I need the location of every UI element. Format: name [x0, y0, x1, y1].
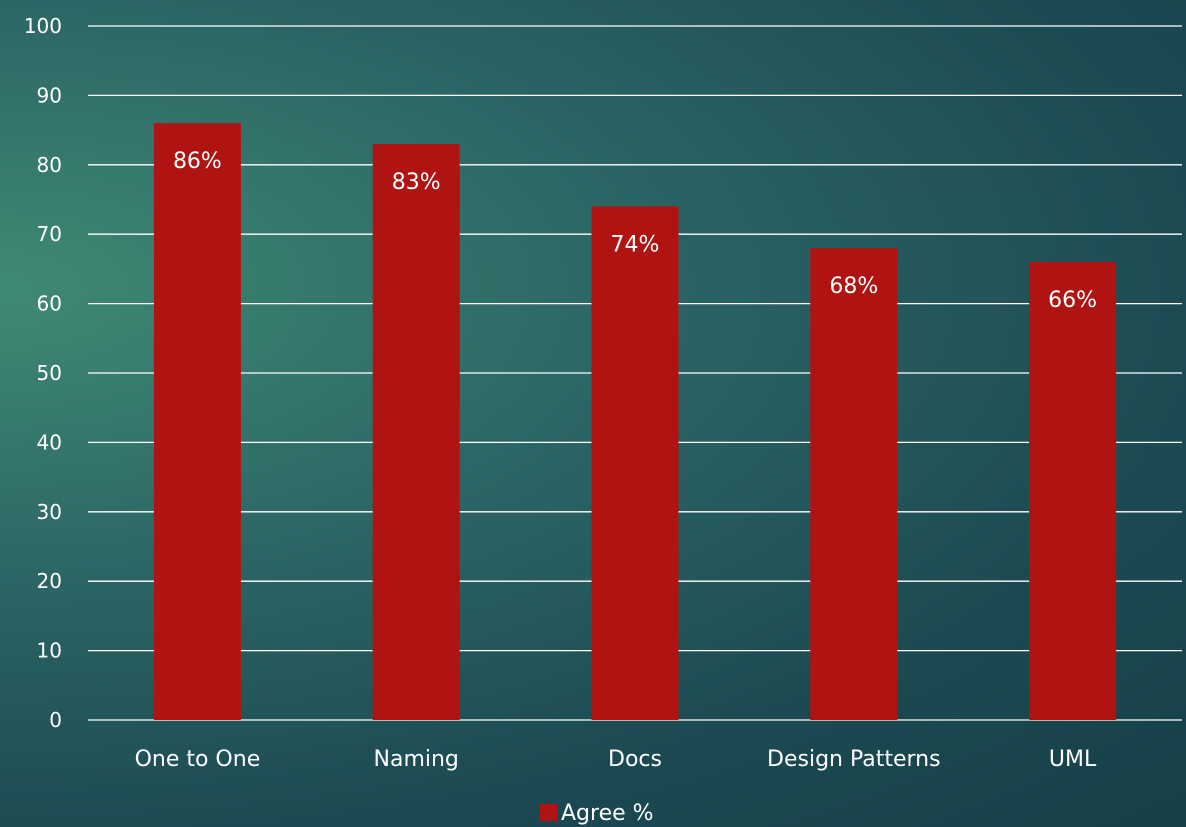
y-tick-label: 0: [49, 708, 62, 732]
legend: Agree %: [540, 801, 654, 826]
bar: [1029, 261, 1117, 720]
x-axis-categories: One to One Naming Docs Design Patterns UML: [135, 747, 1097, 772]
x-category-label: Docs: [608, 747, 662, 772]
bar: [153, 123, 241, 720]
x-category-label: Design Patterns: [767, 747, 941, 772]
y-axis-ticks: 0 10 20 30 40 50 60 70 80 90 100: [24, 14, 62, 732]
y-tick-label: 90: [37, 83, 62, 107]
x-category-label: UML: [1049, 747, 1097, 772]
bars: [153, 123, 1117, 721]
data-label: 66%: [1048, 288, 1097, 313]
x-category-label: Naming: [374, 747, 459, 772]
data-label: 68%: [829, 274, 878, 299]
y-tick-label: 40: [37, 430, 62, 454]
data-label: 83%: [392, 170, 441, 195]
y-tick-label: 70: [37, 222, 62, 246]
bar: [372, 143, 460, 721]
data-labels: 86% 83% 74% 68% 66%: [173, 149, 1097, 313]
data-label: 86%: [173, 149, 222, 174]
y-tick-label: 80: [37, 153, 62, 177]
bar: [591, 206, 679, 720]
y-tick-label: 10: [37, 639, 62, 663]
y-tick-label: 20: [37, 569, 62, 593]
legend-label: Agree %: [561, 801, 654, 826]
x-category-label: One to One: [135, 747, 261, 772]
data-label: 74%: [611, 232, 660, 257]
y-tick-label: 100: [24, 14, 62, 38]
legend-swatch: [540, 804, 557, 821]
y-tick-label: 30: [37, 500, 62, 524]
y-tick-label: 50: [37, 361, 62, 385]
y-tick-label: 60: [37, 292, 62, 316]
bar: [810, 248, 898, 720]
